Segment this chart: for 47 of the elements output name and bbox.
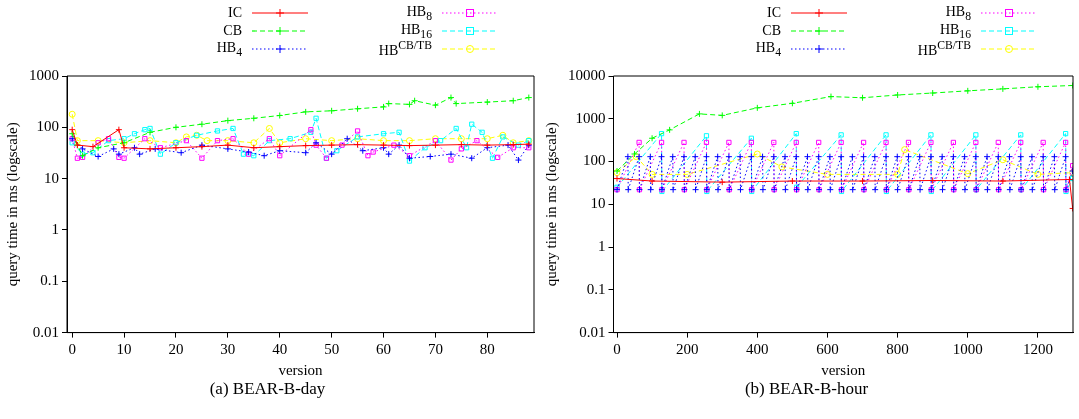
y-tick-label: 0.1 <box>40 272 59 289</box>
legend-label: IC <box>228 5 242 21</box>
x-tick-label: 70 <box>427 340 443 357</box>
legend-label: HB$_{8}$ <box>406 3 432 23</box>
legend-label: HB$_{8}$ <box>945 3 971 23</box>
x-tick-label: 200 <box>675 340 699 357</box>
y-tick-label: 100 <box>583 152 606 169</box>
x-tick-label: 40 <box>272 340 288 357</box>
x-tick-label: 20 <box>168 340 184 357</box>
y-tick-label: 10 <box>44 169 59 186</box>
y-tick-label: 1000 <box>29 66 59 83</box>
x-tick-label: 1000 <box>952 340 983 357</box>
x-tick-label: 400 <box>746 340 769 357</box>
y-axis-title: query time in ms (logscale) <box>3 122 21 287</box>
y-axis-title: query time in ms (logscale) <box>542 122 560 287</box>
x-tick-label: 80 <box>479 340 495 357</box>
legend-label: HB$_{16}$ <box>400 21 432 41</box>
x-tick-label: 800 <box>886 340 909 357</box>
legend-label: CB <box>223 23 242 39</box>
x-tick-label: 0 <box>68 340 76 357</box>
text: (a) BEAR-B-day <box>209 379 326 399</box>
x-tick-label: 10 <box>116 340 132 357</box>
x-tick-label: 60 <box>376 340 392 357</box>
legend-label: HB$_{4}$ <box>755 39 781 59</box>
legend-label: CB <box>762 23 781 39</box>
x-axis-title: version <box>821 361 866 378</box>
x-tick-label: 1200 <box>1022 340 1053 357</box>
y-tick-label: 1000 <box>575 109 606 126</box>
x-axis-title: version <box>278 361 324 378</box>
x-tick-label: 50 <box>324 340 340 357</box>
y-tick-label: 10000 <box>568 66 606 83</box>
y-tick-label: 1 <box>51 220 59 237</box>
x-tick-label: 0 <box>613 340 621 357</box>
legend-label: IC <box>767 5 781 21</box>
legend-label: HB$_{4}$ <box>216 39 242 59</box>
x-tick-label: 600 <box>816 340 839 357</box>
y-tick-label: 100 <box>36 118 59 135</box>
legend-label: HB$_{16}$ <box>939 21 971 41</box>
x-tick-label: 30 <box>220 340 236 357</box>
y-tick-label: 0.01 <box>32 323 59 340</box>
legend-label: HB$^{CB/TB}$ <box>378 39 432 59</box>
text: (b) BEAR-B-hour <box>744 379 869 399</box>
y-tick-label: 0.01 <box>579 323 606 340</box>
y-tick-label: 10 <box>590 195 606 212</box>
y-tick-label: 1 <box>598 238 606 254</box>
legend-label: HB$^{CB/TB}$ <box>917 39 971 59</box>
y-tick-label: 0.1 <box>586 280 606 297</box>
